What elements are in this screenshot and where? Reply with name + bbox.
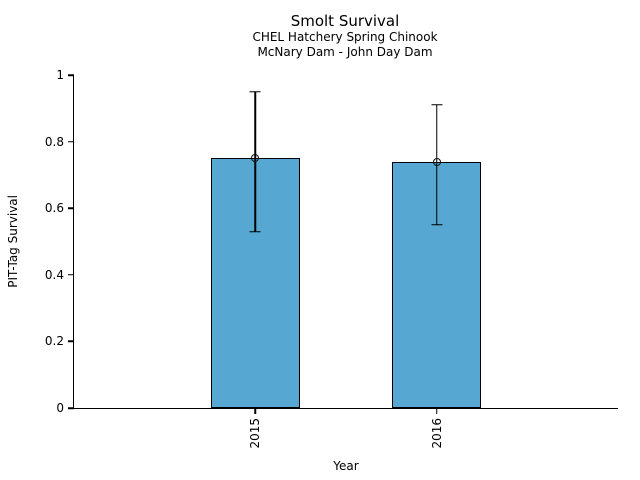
y-axis-tick [67, 274, 74, 276]
y-axis-tick [67, 74, 74, 76]
y-axis-label-wrap: PIT-Tag Survival [6, 75, 20, 408]
chart-subtitle-line2: McNary Dam - John Day Dam [257, 45, 433, 59]
x-axis-tick-2015 [254, 408, 257, 414]
y-tick-label: 0.4 [44, 267, 64, 282]
y-tick-label: 0.2 [44, 334, 64, 349]
error-bar-cap-top-2015 [249, 90, 261, 93]
y-tick-label: 0 [56, 401, 64, 415]
x-tick-label-2016: 2016 [429, 418, 444, 449]
y-tick-label: 1 [56, 68, 64, 82]
x-axis-label: Year [333, 459, 359, 473]
y-axis-tick [67, 340, 74, 343]
y-axis-label: PIT-Tag Survival [6, 195, 20, 288]
y-axis-tick [67, 207, 74, 209]
point-marker-2016 [432, 157, 441, 166]
x-tick-label-2015: 2015 [248, 418, 263, 449]
y-axis-tick [67, 140, 74, 143]
y-tick-label: 0.6 [44, 201, 64, 216]
x-tick-label-wrap-2016: 2016 [430, 418, 444, 453]
plot-area: Year 0 0.2 0.4 0.6 0.8 1 2015 2016 [45, 68, 618, 473]
error-bar-cap-top-2016 [431, 104, 443, 106]
y-tick-label: 0.8 [44, 134, 64, 149]
chart-titles: Smolt Survival CHEL Hatchery Spring Chin… [73, 12, 617, 60]
error-bar-cap-bottom-2016 [431, 224, 443, 226]
x-tick-label-wrap-2015: 2015 [248, 418, 262, 453]
chart-title: Smolt Survival [290, 12, 400, 30]
chart-subtitle-line1: CHEL Hatchery Spring Chinook [252, 30, 438, 44]
x-axis-tick-2016 [435, 408, 438, 414]
y-axis-tick [67, 407, 74, 409]
error-bar-cap-bottom-2015 [249, 230, 261, 233]
point-marker-2015 [251, 154, 260, 163]
